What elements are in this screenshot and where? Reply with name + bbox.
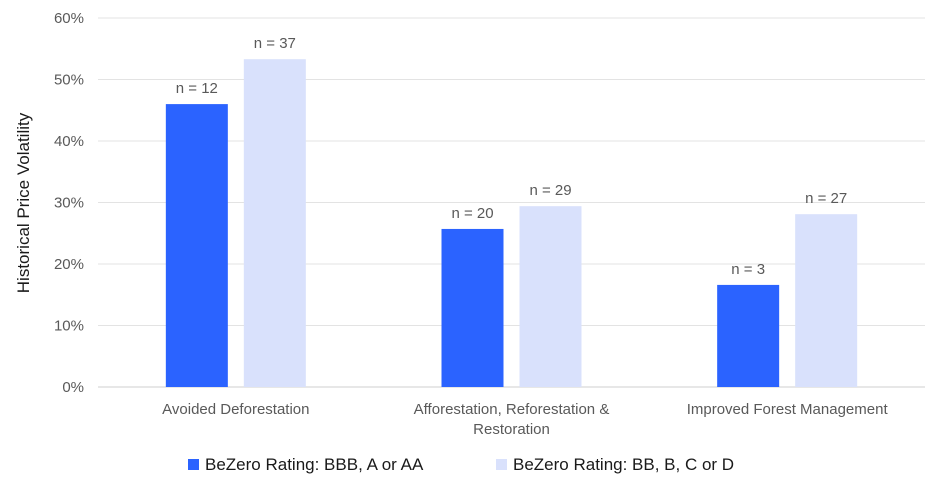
x-tick-label: Restoration [473,421,550,438]
data-label: n = 29 [529,182,571,199]
y-axis-title: Historical Price Volatility [14,112,33,293]
y-tick-label: 40% [54,133,84,150]
data-label: n = 37 [254,35,296,52]
data-label: n = 20 [451,205,493,222]
y-tick-label: 20% [54,256,84,273]
x-tick-label: Afforestation, Reforestation & [414,401,610,418]
y-tick-label: 50% [54,72,84,89]
bar-series2 [243,59,306,388]
y-tick-label: 10% [54,318,84,335]
legend-label: BeZero Rating: BB, B, C or D [513,455,734,474]
bar-series1 [717,284,780,387]
x-tick-label: Improved Forest Management [687,401,889,418]
data-label: n = 3 [731,261,765,278]
y-tick-label: 60% [54,10,84,27]
bar-series2 [795,214,858,387]
data-label: n = 12 [176,80,218,97]
legend-label: BeZero Rating: BBB, A or AA [205,455,424,474]
legend-swatch [188,459,199,470]
legend-swatch [496,459,507,470]
data-label: n = 27 [805,190,847,207]
bar-series1 [441,228,504,387]
y-tick-label: 0% [62,379,84,396]
x-tick-label: Avoided Deforestation [162,401,309,418]
bar-series2 [519,206,582,387]
bar-series1 [165,104,228,387]
y-tick-label: 30% [54,195,84,212]
